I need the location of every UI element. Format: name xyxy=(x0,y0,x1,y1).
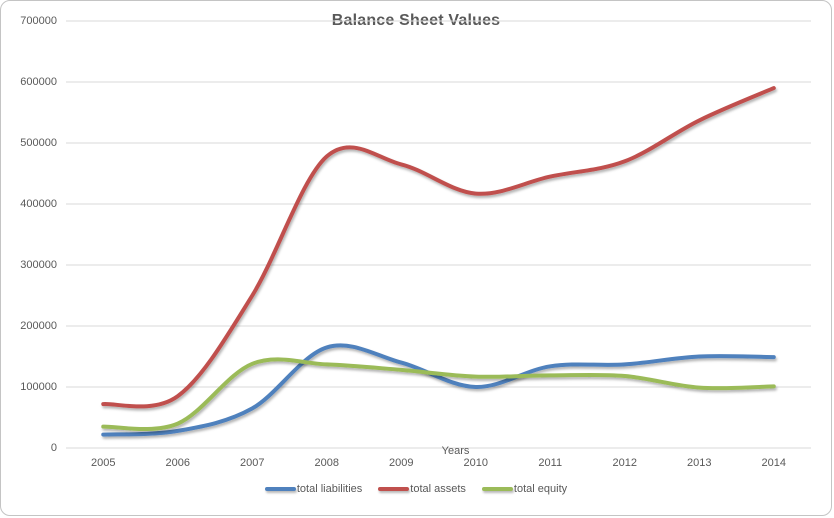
y-axis-tick-label: 300000 xyxy=(20,259,57,271)
y-axis-tick-label: 500000 xyxy=(20,137,57,149)
legend-item-total-liabilities: total liabilities xyxy=(264,483,363,495)
y-axis-tick-label: 0 xyxy=(50,442,57,454)
x-axis-tick-label: 2014 xyxy=(761,457,786,469)
x-axis-tick-label: 2008 xyxy=(314,457,339,469)
legend-label: total liabilities xyxy=(296,483,363,495)
y-axis-tick-label: 600000 xyxy=(20,76,57,88)
x-axis-tick-label: 2007 xyxy=(240,457,265,469)
series-line-total-assets xyxy=(101,86,776,409)
series-line-total-equity xyxy=(101,357,776,432)
legend-label: total equity xyxy=(513,483,568,495)
x-axis-tick-label: 2006 xyxy=(165,457,190,469)
legend-label: total assets xyxy=(410,483,466,495)
x-axis-tick-label: 2013 xyxy=(687,457,712,469)
y-axis-tick-label: 200000 xyxy=(20,320,57,332)
legend-swatch xyxy=(378,487,410,491)
x-axis-tick-label: 2010 xyxy=(463,457,488,469)
chart-legend: total liabilities total assets total equit… xyxy=(1,483,831,495)
series-line-total-liabilities xyxy=(101,343,776,437)
legend-swatch xyxy=(264,487,296,491)
x-axis-tick-label: 2011 xyxy=(538,457,563,469)
y-axis-tick-label: 700000 xyxy=(20,15,57,27)
x-axis-tick-label: 2009 xyxy=(389,457,414,469)
x-axis-tick-label: 2012 xyxy=(612,457,637,469)
legend-item-total-assets: total assets xyxy=(378,483,466,495)
x-axis-title: Years xyxy=(441,445,470,457)
legend-item-total-equity: total equity xyxy=(481,483,568,495)
y-axis-tick-label: 400000 xyxy=(20,198,57,210)
y-axis-tick-label: 100000 xyxy=(20,381,57,393)
legend-swatch xyxy=(481,487,513,491)
x-axis-tick-label: 2005 xyxy=(91,457,116,469)
